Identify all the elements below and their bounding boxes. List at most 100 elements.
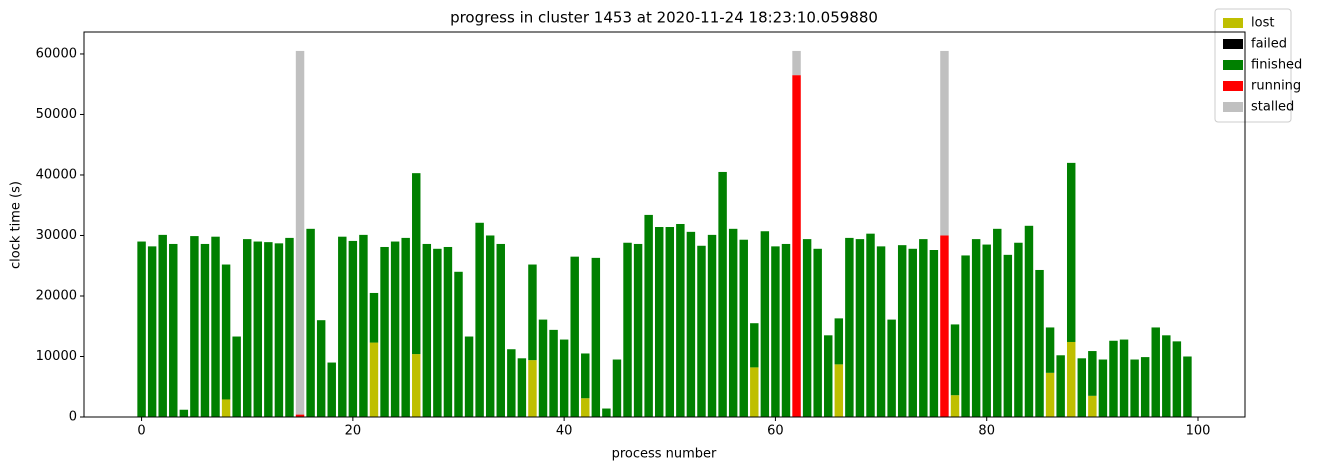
bar-segment — [496, 243, 505, 417]
bar-segment — [1045, 327, 1055, 373]
bar-segment — [1066, 162, 1076, 342]
bar-segment — [485, 235, 495, 417]
bar-segment — [137, 241, 146, 417]
bar-segment — [475, 222, 484, 417]
bar-segment — [676, 223, 685, 417]
x-tick-label: 100 — [1186, 424, 1211, 439]
bar-segment — [633, 243, 643, 417]
bar-segment — [1130, 359, 1139, 417]
bar-segment — [1056, 355, 1065, 417]
bar-segment — [834, 318, 844, 365]
bar-segment — [591, 257, 601, 417]
x-axis-label: process number — [612, 447, 717, 462]
bar-segment — [316, 320, 326, 417]
bar-segment — [169, 243, 178, 417]
bar-segment — [707, 234, 717, 417]
bar-segment — [1045, 372, 1055, 417]
bar-segment — [887, 319, 896, 417]
bar-segment — [802, 239, 812, 417]
bar-segment — [380, 246, 389, 417]
y-tick-label: 40000 — [36, 167, 77, 182]
bar-segment — [211, 236, 220, 417]
bar-segment — [739, 239, 748, 417]
plot-frame — [83, 31, 1246, 418]
bar-segment — [200, 243, 210, 417]
bar-segment — [422, 243, 432, 417]
bar-segment — [1183, 356, 1192, 417]
bar-segment — [1098, 359, 1108, 417]
bar-segment — [232, 336, 241, 417]
legend-swatch — [1223, 39, 1243, 49]
bar-segment — [897, 245, 907, 417]
bar-segment — [401, 237, 410, 417]
bar-segment — [338, 236, 347, 417]
bar-segment — [1109, 340, 1118, 417]
y-axis-label: clock time (s) — [9, 181, 24, 269]
bar-segment — [538, 319, 548, 417]
bar-segment — [654, 227, 664, 417]
chart-title: progress in cluster 1453 at 2020-11-24 1… — [450, 9, 878, 27]
y-tick-label: 30000 — [36, 228, 77, 243]
bar-segment — [242, 239, 252, 417]
bar-segment — [686, 231, 696, 417]
bar-segment — [295, 50, 305, 415]
bar-segment — [1066, 341, 1076, 417]
bar-segment — [813, 248, 822, 417]
bar-segment — [412, 173, 421, 355]
y-tick-label: 60000 — [36, 46, 77, 61]
bar-segment — [824, 335, 833, 417]
bar-segment — [876, 246, 886, 417]
bar-segment — [253, 241, 263, 417]
bar-segment — [264, 242, 273, 417]
bar-segment — [581, 398, 590, 417]
bar-segment — [274, 243, 284, 417]
x-tick-label: 0 — [137, 424, 145, 439]
legend-label: lost — [1251, 16, 1274, 31]
bar-segment — [158, 234, 167, 417]
bar-segment — [1162, 335, 1171, 417]
bar-segment — [528, 360, 537, 417]
bar-segment — [971, 239, 981, 417]
bar-segment — [443, 246, 453, 417]
bar-segment — [644, 214, 653, 417]
bar-segment — [285, 237, 294, 417]
bar-segment — [1088, 351, 1097, 396]
bar-segment — [581, 353, 590, 399]
bar-segment — [517, 358, 527, 417]
bar-segment — [570, 256, 579, 417]
bar-segment — [781, 243, 791, 417]
bar-segment — [760, 231, 770, 417]
bar-segment — [908, 248, 917, 417]
bar-segment — [750, 367, 759, 417]
legend-box — [1214, 8, 1292, 123]
bar-segment — [190, 236, 199, 417]
legend-swatch — [1223, 81, 1243, 91]
legend-swatch — [1223, 102, 1243, 112]
bar-segment — [993, 228, 1002, 417]
bar-segment — [940, 50, 949, 236]
bar-segment — [750, 323, 759, 368]
bar-segment — [929, 250, 939, 417]
bar-segment — [1077, 358, 1087, 417]
bar-segment — [834, 364, 844, 417]
bar-segment — [961, 255, 970, 417]
y-tick-label: 20000 — [36, 288, 77, 303]
bar-segment — [359, 234, 368, 417]
bar-segment — [697, 245, 706, 417]
legend-label: stalled — [1251, 100, 1294, 115]
bar-segment — [771, 246, 780, 417]
bar-segment — [718, 171, 727, 417]
bar-segment — [454, 271, 463, 417]
y-tick-label: 10000 — [36, 349, 77, 364]
bar-segment — [1003, 254, 1013, 417]
legend-swatch — [1223, 60, 1243, 70]
bar-segment — [845, 237, 854, 417]
bar-segment — [559, 339, 569, 417]
bar-segment — [1119, 339, 1129, 417]
x-tick-label: 80 — [978, 424, 995, 439]
bar-segment — [221, 399, 231, 417]
bar-segment — [855, 239, 865, 417]
bar-segment — [866, 233, 875, 417]
bar-segment — [665, 227, 675, 417]
bar-segment — [1014, 242, 1023, 417]
